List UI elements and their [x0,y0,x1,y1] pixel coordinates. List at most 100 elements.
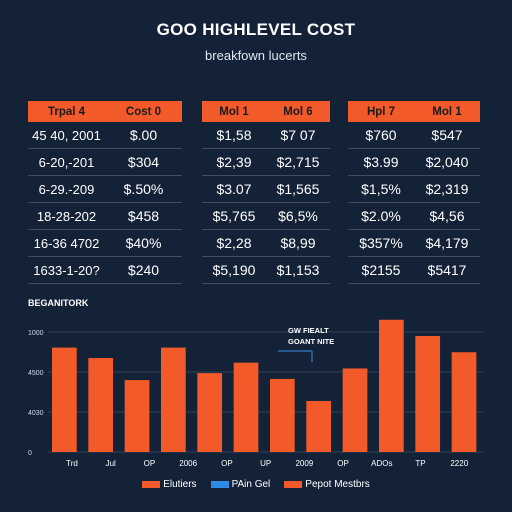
column-header: Mol 6 [283,105,313,118]
table-row: 6-20,-201 $304 [28,149,182,176]
bar [124,380,150,452]
table-cell: $1,153 [276,262,320,278]
x-tick-label: Jul [106,459,116,468]
cost-table-right: Hpl 7 Mol 1 $760 $547 $3.99 $2,040 $1,5% $2… [348,101,480,284]
table-row: $357% $4,179 [348,230,480,257]
x-tick-label: UP [260,459,271,468]
cost-table-left: Trpal 4 Cost 0 45 40, 2001 $.00 6-20,-201… [28,101,182,284]
table-cell: $5417 [427,262,467,278]
table-cell: $240 [127,262,160,278]
table-cell: $458 [127,208,160,224]
table-row: 1633-1-20? $240 [28,257,182,284]
table-cell: $2,040 [425,154,469,170]
table-cell: $1,58 [216,127,252,143]
table-cell: $2,28 [216,235,252,251]
table-row: $3.07 $1,565 [202,176,330,203]
bar [197,373,223,452]
table-cell: $.50% [123,181,164,197]
table-cell: $40% [125,235,162,251]
table-cell: 6-20,-201 [38,154,95,170]
x-tick-label: ADOs [371,459,392,468]
x-tick-label: 2006 [179,459,197,468]
bar [52,347,77,452]
y-tick-label: 4030 [28,410,44,417]
bar [306,400,332,452]
x-tick-label: Trd [66,459,78,468]
table-row: $1,58 $7 07 [202,122,330,149]
cost-table-middle: Mol 1 Mol 6 $1,58 $7 07 $2,39 $2,715 $3.07… [202,101,330,284]
table-cell: $547 [431,127,463,143]
column-header: Cost 0 [125,105,162,118]
table-cell: $357% [359,235,403,251]
page-title: GOO HIGHLEVEL COST [156,20,356,39]
table-cell: $3.07 [216,181,252,197]
table-row: $2.0% $4,56 [348,203,480,230]
y-tick-label: 4500 [28,370,44,377]
bar [379,319,404,452]
x-tick-label: OP [144,459,156,468]
legend-label: Elutiers [163,479,197,490]
column-header: Hpl 7 [366,105,396,118]
table-header: Mol 1 Mol 6 [202,101,330,122]
legend-swatch [210,481,229,488]
table-cell: $4,56 [429,208,465,224]
table-cell: $1,565 [276,181,320,197]
bar-chart: 1000 4500 4030 0 Trd Jul OP 2006 OP UP 2009 OP ADOs T… [28,319,484,468]
annotation-label: GOANT NITE [288,337,334,346]
x-tick-label: OP [221,459,233,468]
table-cell: $1,5% [361,181,401,197]
legend-item: Pepot Mestbrs [284,479,370,490]
table-row: $2155 $5417 [348,257,480,284]
bar [451,352,477,452]
table-cell: $2,715 [276,154,320,170]
y-tick-label: 0 [28,450,32,457]
column-header: Trpal 4 [47,105,86,118]
annotation-label: GW FIEALT [288,326,329,335]
bar [233,362,259,452]
legend-swatch [142,481,161,488]
table-header: Trpal 4 Cost 0 [28,101,182,122]
table-cell: 1633-1-20? [33,262,100,278]
table-cell: $5,190 [212,262,256,278]
bar [415,336,441,452]
chart-legend: Elutiers PAin Gel Pepot Mestbrs [0,479,512,490]
table-cell: 16-36 4702 [33,235,100,251]
table-row: $3.99 $2,040 [348,149,480,176]
table-row: $1,5% $2,319 [348,176,480,203]
table-row: 6-29.-209 $.50% [28,176,182,203]
table-cell: 45 40, 2001 [32,127,101,143]
y-tick-label: 1000 [28,330,44,337]
x-tick-label: TP [415,459,425,468]
x-tick-label: OP [337,459,349,468]
table-row: $2,28 $8,99 [202,230,330,257]
legend-label: PAin Gel [231,479,271,490]
legend-item: PAin Gel [210,479,271,490]
table-cell: $2155 [361,262,401,278]
table-header: Hpl 7 Mol 1 [348,101,480,122]
table-row: 45 40, 2001 $.00 [28,122,182,149]
legend-item: Elutiers [142,479,197,490]
table-cell: $304 [127,154,160,170]
x-tick-label: 2009 [295,459,313,468]
legend-label: Pepot Mestbrs [305,479,370,490]
bar [161,347,186,452]
column-header: Mol 1 [432,105,462,118]
table-row: $5,765 $6,5% [202,203,330,230]
table-cell: $6,5% [278,208,318,224]
table-cell: $2,39 [216,154,252,170]
table-cell: $.00 [129,127,158,143]
page-subtitle: breakfown lucerts [205,48,307,63]
table-cell: $8,99 [280,235,316,251]
chart-label: BEGANITORK [28,298,89,308]
table-row: 16-36 4702 $40% [28,230,182,257]
table-cell: $5,765 [212,208,256,224]
table-row: 18-28-202 $458 [28,203,182,230]
table-cell: $7 07 [280,127,316,143]
x-tick-label: 2220 [450,459,468,468]
bar [270,378,295,452]
table-cell: $2.0% [361,208,401,224]
table-cell: 18-28-202 [36,208,97,224]
table-row: $760 $547 [348,122,480,149]
bar [342,368,368,452]
table-cell: $3.99 [363,154,399,170]
